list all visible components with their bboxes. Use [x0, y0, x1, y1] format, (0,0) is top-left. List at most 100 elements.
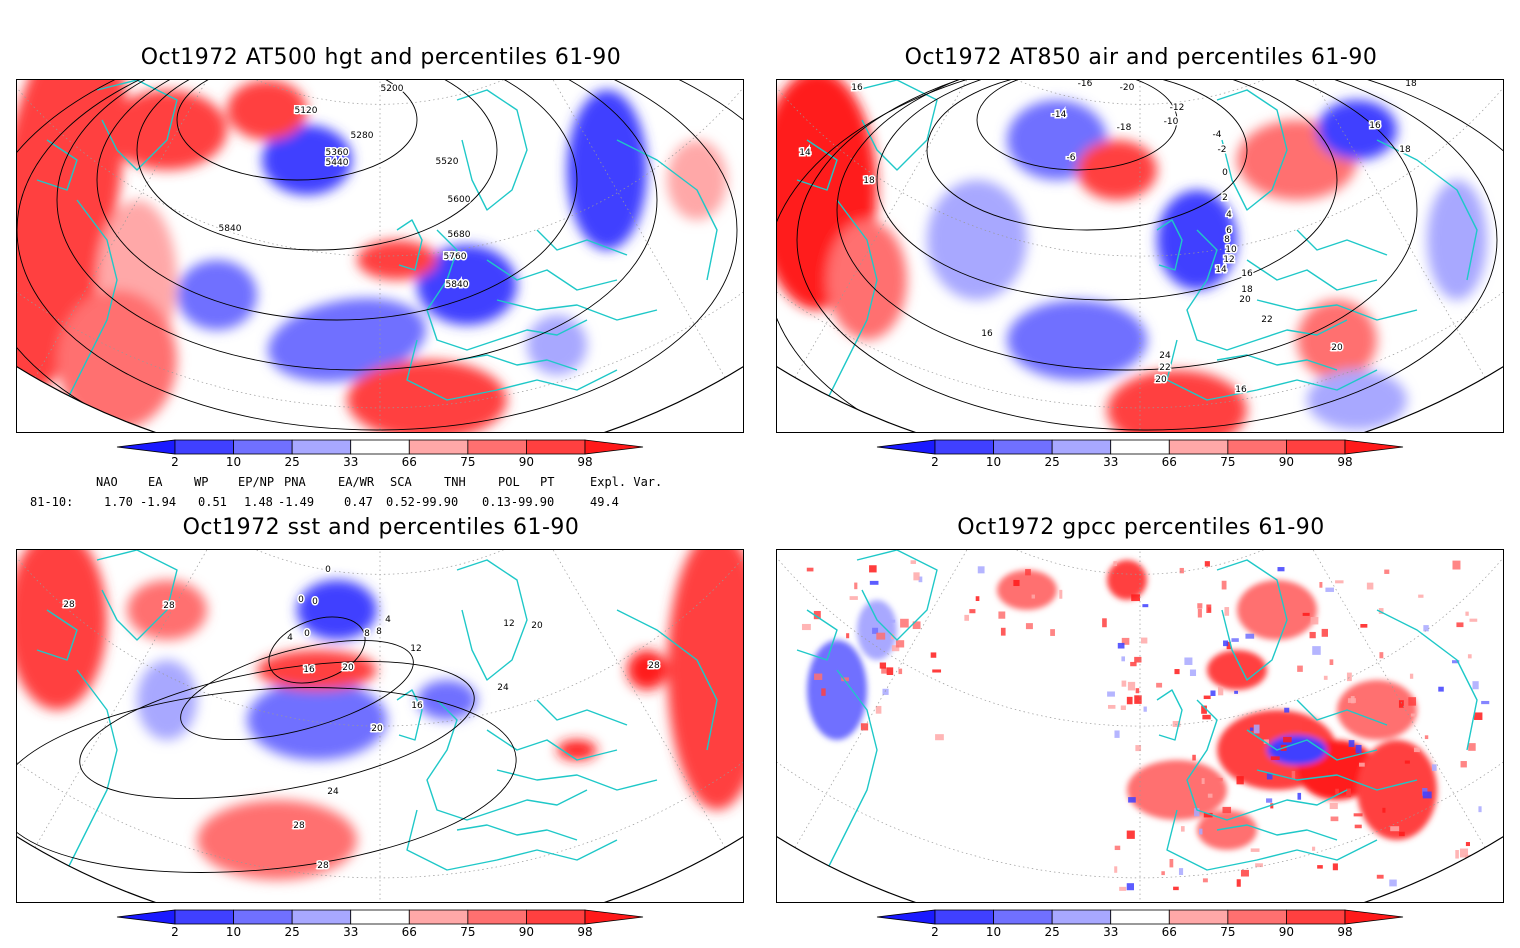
panel-title-sst: Oct1972 sst and percentiles 61-90 [182, 515, 580, 540]
colorbar-bin-gt98 [584, 439, 644, 455]
colorbar-tick-label: 2 [931, 925, 939, 939]
contour-label: 18 [1405, 80, 1417, 89]
colorbar-tick-label: 90 [519, 455, 534, 469]
colorbar-tick-label: 33 [1103, 925, 1118, 939]
colorbar-tick-label: 98 [577, 455, 592, 469]
contour-label: 12 [1223, 255, 1234, 265]
colorbar-tick-label: 75 [460, 925, 475, 939]
colorbar-tick-label: 33 [343, 455, 358, 469]
index-row-label: 81-10: [30, 495, 74, 509]
colorbar-bin [1051, 439, 1112, 455]
contour-label: 10 [1225, 245, 1237, 255]
colorbar-bin [1286, 909, 1346, 925]
colorbar-bin [467, 439, 527, 455]
index-value: 0.52-99.90 [386, 495, 459, 509]
index-header: PNA [284, 475, 306, 489]
contour-label: 0 [304, 629, 310, 639]
contour-label: 5360 [326, 148, 349, 158]
contour-label: 0 [325, 565, 331, 575]
contour-label: 12 [410, 644, 421, 654]
colorbar-bin [233, 439, 293, 455]
colorbar-bin [291, 439, 352, 455]
colorbar-tick-label: 98 [1337, 455, 1352, 469]
contour-label: 5600 [448, 195, 471, 205]
contour-label: 8 [364, 629, 370, 639]
index-header: EP/NP [238, 475, 275, 489]
panel-title-air850: Oct1972 AT850 air and percentiles 61-90 [904, 45, 1378, 70]
index-header: POL [498, 475, 520, 489]
percentile-shading [777, 80, 1487, 432]
contour-label: 20 [531, 621, 543, 631]
graticule [777, 550, 1503, 902]
contour-label: 16 [981, 329, 993, 339]
index-value: -1.94 [140, 495, 177, 509]
contour-label: -18 [1117, 123, 1132, 133]
index-header: EA [148, 475, 163, 489]
colorbar-bin [526, 909, 586, 925]
colorbar-tick-label: 25 [285, 925, 300, 939]
precip-speckle [801, 560, 1490, 891]
colorbar-tick-label: 2 [171, 455, 179, 469]
index-header: SCA [390, 475, 412, 489]
graticule [17, 550, 743, 902]
contour-label: -14 [1052, 110, 1067, 120]
contour-label: 5440 [326, 158, 349, 168]
colorbar-tick-label: 90 [519, 925, 534, 939]
contour-label: 24 [1159, 351, 1171, 361]
colorbar-bin [1110, 439, 1170, 455]
index-header: WP [194, 475, 209, 489]
index-value: 49.4 [590, 495, 619, 509]
contour-label: -12 [1170, 103, 1185, 113]
colorbar-bin [350, 909, 410, 925]
colorbar-bin [1168, 909, 1229, 925]
contour-label: 5680 [448, 230, 471, 240]
contour-label: 24 [327, 787, 339, 797]
index-header: TNH [444, 475, 466, 489]
colorbar-tick-label: 66 [1162, 925, 1177, 939]
colorbar-tick-label: 10 [986, 455, 1001, 469]
colorbar-bin [408, 439, 469, 455]
contour-label: 5760 [444, 252, 467, 262]
colorbar-bin [934, 909, 994, 925]
map-domain: 161418-16-14-20-18-12-10-6-4-20246810121… [777, 80, 1503, 432]
contour-label: 5840 [446, 280, 469, 290]
contour-label: -2 [1218, 145, 1227, 155]
contour-label: 4 [1226, 210, 1232, 220]
colorbar-bin [1286, 439, 1346, 455]
contour-label: 2 [1222, 193, 1228, 203]
contours [777, 80, 1503, 432]
contour-label: 6 [1226, 226, 1232, 236]
contour-label: 16 [303, 665, 315, 675]
colorbar-tick-label: 66 [1162, 455, 1177, 469]
colorbar-bin [174, 439, 234, 455]
contour-label: 28 [293, 821, 305, 831]
colorbar-bin [1227, 909, 1287, 925]
colorbar-tick-label: 33 [1103, 455, 1118, 469]
contour-label: 28 [63, 600, 75, 610]
graticule [17, 80, 743, 432]
contour-label: -10 [1164, 117, 1179, 127]
graticule [777, 80, 1503, 432]
contour-label: 16 [1241, 269, 1253, 279]
contour-label: 12 [503, 619, 514, 629]
contour-label: 5280 [351, 131, 374, 141]
colorbar-bottom-right: 2 10 25 33 66 75 90 98 [876, 909, 1404, 939]
colorbar-bin [1051, 909, 1112, 925]
colorbar-tick-label: 90 [1279, 925, 1294, 939]
colorbar-bin [993, 439, 1053, 455]
map-gpcc [776, 549, 1504, 903]
colorbar-tick-label: 10 [226, 455, 241, 469]
colorbar-bin [174, 909, 234, 925]
colorbar-top-left: 2 10 25 33 66 75 90 98 [116, 439, 644, 469]
contour-label: 4 [287, 633, 293, 643]
contour-label: 18 [1241, 285, 1253, 295]
colorbar-tick-label: 25 [1045, 455, 1060, 469]
colorbar-tick-label: 10 [986, 925, 1001, 939]
colorbar-bin [934, 439, 994, 455]
map-domain [777, 550, 1503, 902]
contour-label: 16 [411, 701, 423, 711]
colorbar-bin-gt98 [1344, 909, 1404, 925]
contour-label: 28 [163, 601, 175, 611]
contour-label: -4 [1213, 130, 1222, 140]
contour-label: 18 [863, 176, 875, 186]
